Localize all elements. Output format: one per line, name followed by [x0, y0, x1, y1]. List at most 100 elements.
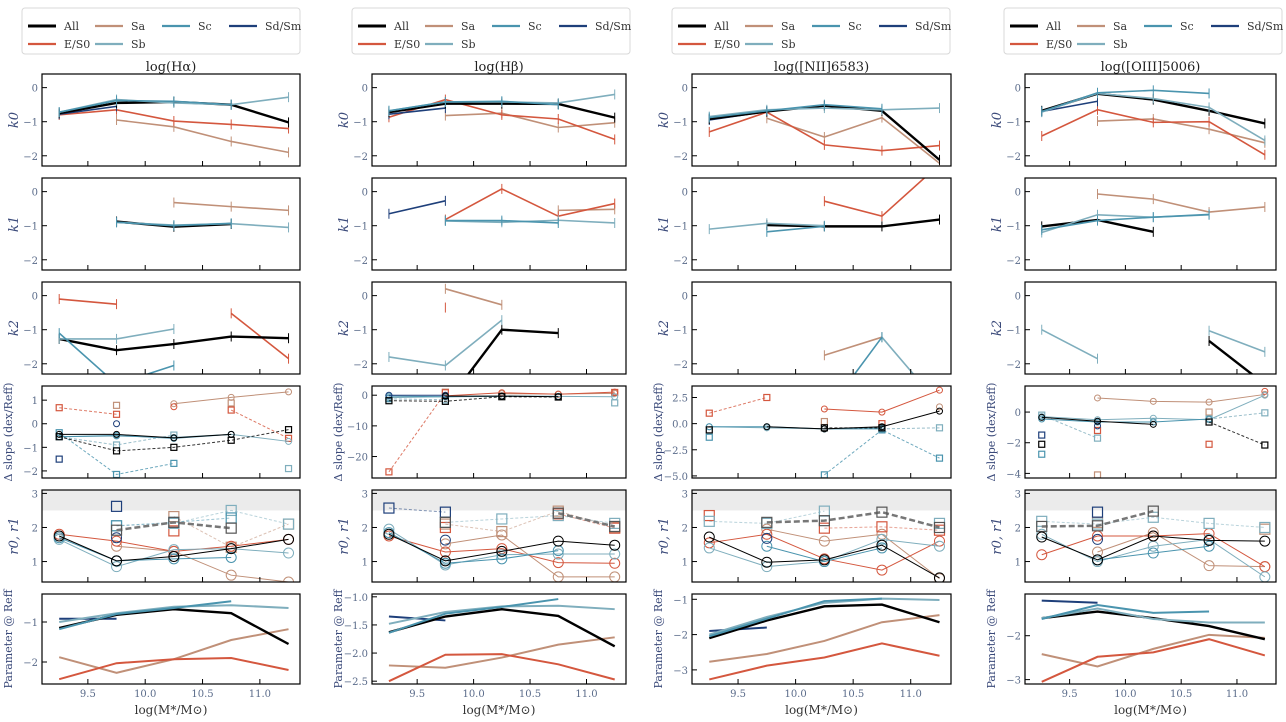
y-tick-label: 0.0: [672, 420, 688, 431]
dashed-line: [1208, 421, 1266, 446]
circle-marker: [113, 430, 121, 438]
square-marker: [705, 433, 713, 441]
x-axis-label: log(M*/M⊙): [463, 703, 536, 717]
subplot-k0: 0 −1 −2 k0: [7, 73, 301, 167]
r1-line: [116, 521, 232, 532]
square-marker: [112, 401, 121, 409]
series-line-e-s0: [444, 188, 615, 221]
series-line-sa: [388, 636, 615, 669]
circle-marker: [935, 407, 943, 415]
y-axis-label: k0: [990, 112, 1005, 128]
y-tick-label: 1: [1015, 558, 1021, 569]
subplot-k0: 0 −1 −2 k0: [657, 73, 952, 167]
shaded-band: [692, 490, 951, 511]
axes-frame: [41, 593, 301, 685]
legend-label: Sa: [461, 20, 476, 33]
solid-line: [824, 389, 940, 413]
axes-frame: [371, 177, 627, 271]
circle-marker: [170, 400, 178, 408]
r0-line: [59, 535, 289, 562]
series-line-e-s0: [709, 642, 940, 681]
r1-marker: [383, 502, 395, 514]
r0-line: [59, 533, 289, 552]
square-marker: [170, 443, 178, 451]
r0-marker: [111, 555, 123, 567]
y-axis-label: Parameter @ Reff: [985, 588, 998, 688]
x-tick-label: 10.5: [1170, 689, 1192, 700]
circle-marker: [1094, 417, 1102, 425]
plot-area: [1041, 189, 1266, 238]
series-line-sa: [445, 288, 503, 306]
series-line-sd-sm: [59, 105, 117, 116]
r1-marker: [168, 525, 180, 537]
r1-line: [173, 516, 289, 548]
plot-area: [388, 183, 616, 228]
y-tick-label: −2.5: [664, 446, 688, 457]
dashed-line: [881, 427, 940, 430]
r0-marker: [876, 564, 888, 576]
square-marker: [441, 397, 449, 405]
dashed-line: [230, 409, 289, 439]
series-line-all: [388, 607, 616, 648]
r0-marker: [496, 553, 508, 565]
legend-frame: [671, 7, 951, 55]
circle-marker: [113, 420, 121, 428]
y-tick-label: 0: [32, 84, 38, 95]
y-tick-label: 3: [32, 489, 38, 500]
circle-marker: [820, 405, 828, 413]
r0-marker: [552, 548, 564, 560]
plot-area: [703, 505, 946, 582]
subplot-param: 9.5 10.0 10.5 11.0 log(M*/M⊙) −1 −2 Parameter @…: [2, 588, 301, 717]
r1-marker: [496, 525, 508, 538]
legend-label: E/S0: [714, 38, 740, 51]
square-marker: [820, 417, 828, 426]
subplot-r: 3 2 1 r0, r1: [7, 489, 301, 583]
r1-marker: [282, 518, 295, 530]
panel-title: log(Hα): [146, 60, 197, 75]
dashed-line: [1041, 414, 1098, 439]
shaded-band: [1025, 490, 1276, 511]
r0-marker: [496, 529, 508, 541]
dashed-line: [1209, 412, 1265, 420]
r1-line: [766, 510, 940, 529]
series-line-sa: [824, 336, 883, 357]
plot-area: [388, 89, 616, 145]
panel-title: log([OIII]5006): [1101, 60, 1201, 75]
y-tick-label: −1: [1006, 326, 1021, 337]
r1-line: [557, 511, 615, 528]
plot-area: [1041, 324, 1266, 374]
y-tick-label: 0: [362, 292, 368, 303]
legend-label: E/S0: [1046, 38, 1072, 51]
legend: All E/S0 Sa Sb Sc Sd/Sm: [21, 7, 302, 55]
r1-line: [1041, 516, 1265, 528]
r0-marker: [609, 557, 621, 569]
r1-line: [824, 526, 940, 531]
square-marker: [705, 409, 713, 417]
series-line-sb: [1041, 328, 1098, 360]
y-tick-label: −2: [1006, 632, 1021, 643]
r0-marker: [383, 528, 395, 540]
r0-marker: [168, 553, 180, 565]
legend-label: Sa: [781, 20, 796, 33]
plot-area: [383, 502, 621, 582]
axes-frame: [691, 73, 952, 167]
circle-marker: [1149, 397, 1157, 405]
r0-marker: [1147, 547, 1159, 559]
r0-marker: [1147, 530, 1159, 542]
square-marker: [55, 404, 63, 412]
r0-marker: [876, 533, 888, 545]
square-marker: [935, 454, 944, 462]
plot-area: [708, 178, 940, 237]
plot-area: [388, 283, 559, 374]
y-tick-label: 1: [32, 396, 38, 407]
solid-line: [766, 410, 940, 430]
r0-marker: [933, 572, 945, 582]
circle-marker: [878, 408, 886, 416]
legend-frame: [21, 7, 301, 55]
square-marker: [1093, 434, 1102, 442]
square-marker: [763, 393, 771, 402]
r0-line: [709, 536, 940, 579]
plot-area: [1038, 387, 1269, 478]
r0-marker: [1203, 540, 1215, 552]
